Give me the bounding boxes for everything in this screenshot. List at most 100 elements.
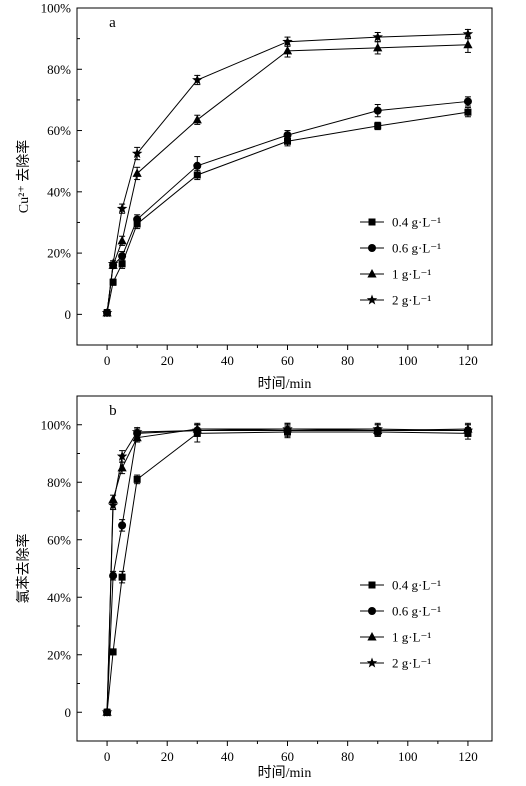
data-point	[373, 106, 382, 115]
y-tick-label: 100%	[41, 417, 72, 432]
data-point	[116, 203, 128, 214]
data-point	[117, 235, 127, 245]
panel-letter: a	[109, 15, 116, 31]
series-line	[106, 431, 468, 713]
y-tick-label: 20%	[47, 647, 71, 662]
data-point	[101, 307, 113, 318]
legend-marker	[368, 607, 376, 615]
series-triangle	[102, 422, 473, 716]
y-tick-label: 0	[65, 307, 72, 322]
y-tick-label: 60%	[47, 532, 71, 547]
legend-marker	[366, 657, 378, 668]
data-point	[462, 425, 474, 435]
legend-label: 0.6 g·L⁻¹	[392, 241, 441, 256]
legend-item: 0.6 g·L⁻¹	[360, 241, 441, 256]
series-star	[101, 28, 474, 318]
x-tick-label: 40	[221, 749, 234, 764]
y-tick-label: 0	[65, 705, 72, 720]
legend-label: 0.4 g·L⁻¹	[392, 215, 441, 230]
x-tick-label: 60	[281, 353, 294, 368]
legend-label: 1 g·L⁻¹	[392, 630, 431, 645]
x-tick-label: 20	[161, 749, 174, 764]
y-tick-label: 80%	[47, 475, 71, 490]
data-point	[107, 499, 119, 510]
data-point	[109, 278, 117, 286]
data-point	[107, 258, 119, 269]
y-tick-label: 20%	[47, 246, 71, 261]
y-axis-label: 氯苯去除率	[15, 534, 32, 604]
data-point	[373, 42, 383, 52]
legend-label: 1 g·L⁻¹	[392, 267, 431, 282]
series-line	[106, 33, 468, 313]
data-point	[463, 97, 472, 106]
legend-item: 0.4 g·L⁻¹	[360, 578, 441, 593]
data-point	[464, 108, 472, 116]
legend-item: 0.6 g·L⁻¹	[360, 604, 441, 619]
legend-label: 2 g·L⁻¹	[392, 293, 431, 308]
data-point	[117, 462, 127, 472]
legend-item: 0.4 g·L⁻¹	[360, 215, 441, 230]
data-point	[284, 137, 292, 145]
x-tick-label: 120	[458, 749, 478, 764]
series-line	[106, 44, 468, 313]
series-circle	[103, 424, 472, 717]
x-tick-label: 100	[398, 749, 418, 764]
data-point	[192, 114, 202, 124]
legend-label: 0.4 g·L⁻¹	[392, 578, 441, 593]
data-point	[463, 39, 473, 49]
series-line	[106, 428, 468, 713]
y-tick-label: 40%	[47, 590, 71, 605]
data-point	[282, 45, 293, 55]
x-axis-label: 时间/min	[258, 376, 312, 392]
data-point	[462, 28, 474, 39]
legend-marker	[367, 632, 377, 641]
data-point	[118, 252, 127, 261]
data-point	[116, 450, 128, 461]
y-axis-label: Cu²⁺ 去除率	[15, 140, 32, 213]
plot-frame	[76, 7, 493, 346]
legend-item: 2 g·L⁻¹	[360, 293, 431, 308]
legend-marker	[367, 269, 377, 278]
legend-marker	[368, 581, 376, 589]
series-square	[103, 424, 472, 716]
x-tick-label: 80	[341, 749, 354, 764]
x-tick-label: 40	[221, 353, 234, 368]
x-tick-label: 20	[161, 353, 174, 368]
data-point	[193, 161, 202, 170]
x-tick-label: 100	[398, 353, 418, 368]
x-axis-label: 时间/min	[258, 765, 312, 781]
legend-marker	[366, 294, 378, 305]
legend-label: 0.6 g·L⁻¹	[392, 604, 441, 619]
data-point	[374, 122, 382, 130]
legend-item: 1 g·L⁻¹	[360, 630, 431, 645]
data-point	[131, 426, 143, 437]
data-point	[109, 571, 118, 580]
series-line	[106, 428, 468, 713]
legend-label: 2 g·L⁻¹	[392, 656, 431, 671]
x-tick-label: 120	[458, 353, 478, 368]
legend-item: 2 g·L⁻¹	[360, 656, 431, 671]
data-point	[118, 260, 126, 268]
data-point	[372, 423, 383, 434]
data-point	[101, 706, 113, 717]
x-tick-label: 0	[104, 353, 111, 368]
y-tick-label: 60%	[47, 123, 71, 138]
x-tick-label: 60	[281, 749, 294, 764]
y-tick-label: 80%	[47, 62, 71, 77]
panel-letter: b	[109, 403, 117, 419]
data-point	[282, 423, 293, 434]
data-point	[118, 573, 126, 581]
x-tick-label: 80	[341, 353, 354, 368]
data-point	[132, 168, 142, 177]
chart-panel-a: a 0 20 40 60 80 100 120 0 20% 40% 60% 80% 100% 时间/min C…	[15, 1, 493, 392]
data-point	[131, 148, 143, 158]
data-point	[283, 131, 292, 140]
data-point	[372, 31, 383, 42]
data-point	[282, 36, 293, 47]
chart-panel-b: b 0 20 40 60 80 100 120 0 20% 40% 60% 80% 100% 时间/min 氯…	[15, 395, 493, 781]
plot-frame	[76, 395, 493, 742]
data-point	[132, 432, 142, 442]
y-tick-label: 100%	[41, 1, 72, 16]
series-star	[101, 422, 474, 717]
data-point	[118, 521, 127, 530]
